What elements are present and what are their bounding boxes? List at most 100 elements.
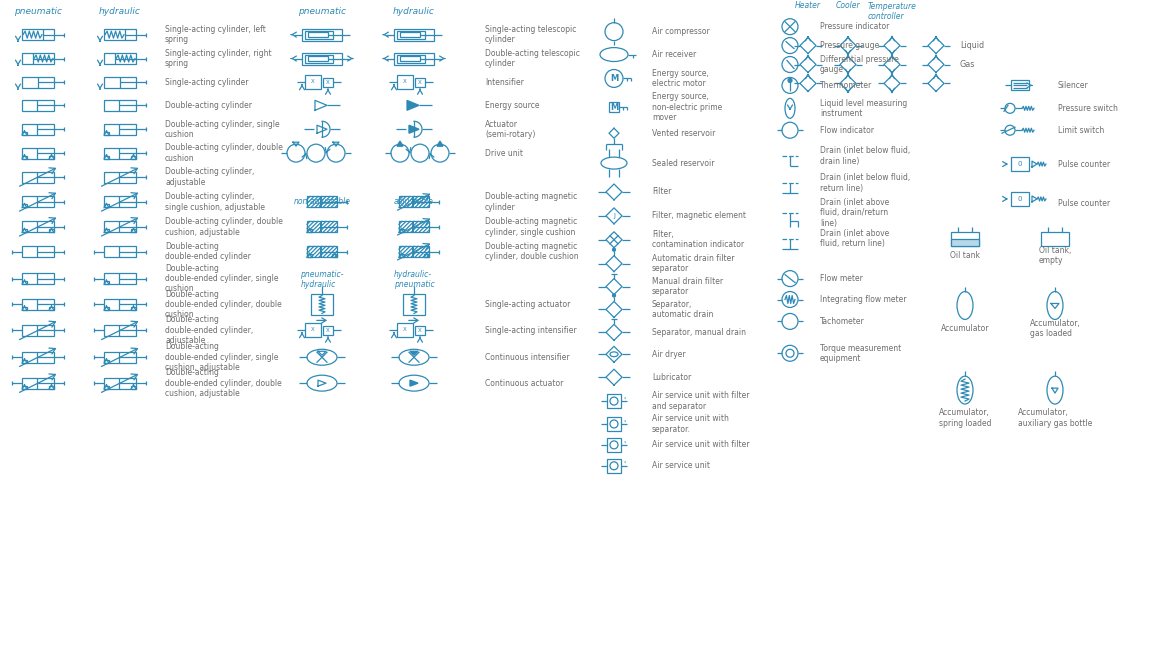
Text: X: X (326, 80, 330, 85)
Bar (104, 325, 136, 336)
Text: Thermometer: Thermometer (820, 81, 872, 90)
Text: J: J (613, 213, 615, 219)
Bar (307, 246, 337, 257)
Bar (22, 281, 26, 284)
Text: ': ' (623, 462, 625, 470)
Bar (22, 171, 54, 183)
Text: Intensifier: Intensifier (485, 78, 524, 87)
Bar (49, 385, 54, 389)
Bar (131, 156, 136, 158)
Bar (104, 29, 136, 40)
Bar (302, 53, 342, 65)
Bar (49, 156, 54, 158)
Text: ': ' (623, 396, 625, 406)
Bar (1011, 192, 1029, 206)
Bar (311, 293, 333, 316)
Bar (22, 378, 54, 389)
Circle shape (788, 78, 792, 82)
Text: Energy source: Energy source (485, 101, 540, 110)
Text: pneumatic-
hydraulic: pneumatic- hydraulic (300, 270, 344, 289)
Bar (22, 325, 54, 336)
Circle shape (612, 248, 616, 251)
Text: hydraulic: hydraulic (99, 7, 140, 16)
Bar (399, 254, 404, 257)
Text: Actuator
(semi-rotary): Actuator (semi-rotary) (485, 119, 535, 139)
Text: Continuous intensifier: Continuous intensifier (485, 353, 570, 362)
Text: Drain (inlet above
fluid, return line): Drain (inlet above fluid, return line) (820, 229, 890, 248)
Text: ': ' (623, 440, 625, 449)
Bar (22, 352, 54, 363)
Bar (22, 77, 54, 88)
Text: X: X (418, 80, 422, 85)
Text: pneumatic: pneumatic (14, 7, 62, 16)
Text: Double-acting cylinder: Double-acting cylinder (165, 101, 252, 110)
Text: Energy source,
non-electric prime
mover: Energy source, non-electric prime mover (651, 93, 722, 122)
Bar (394, 53, 434, 65)
Bar (609, 102, 619, 112)
Bar (399, 196, 429, 207)
Bar (22, 230, 26, 232)
Bar (308, 56, 328, 61)
Text: Air service unit: Air service unit (651, 462, 710, 470)
Bar (307, 221, 337, 232)
Circle shape (612, 294, 616, 297)
Bar (307, 196, 337, 207)
Text: Air dryer: Air dryer (651, 349, 686, 359)
Text: Oil tank: Oil tank (950, 251, 980, 260)
Bar (305, 76, 321, 89)
Bar (104, 124, 136, 135)
Bar (22, 299, 54, 310)
Text: Liquid: Liquid (960, 41, 984, 50)
Bar (22, 360, 26, 363)
Bar (22, 205, 26, 207)
Bar (323, 326, 333, 335)
Bar (22, 221, 54, 232)
Text: Differential pressure
gauge: Differential pressure gauge (820, 55, 899, 74)
Bar (401, 32, 420, 37)
Bar (399, 246, 429, 257)
Bar (131, 230, 136, 232)
Bar (331, 254, 337, 257)
Bar (397, 31, 425, 38)
Polygon shape (407, 100, 419, 110)
Text: X: X (403, 79, 406, 84)
Bar (22, 29, 54, 40)
Text: pneumatic: pneumatic (298, 7, 346, 16)
Text: Pressure gauge: Pressure gauge (820, 41, 879, 50)
Text: X: X (311, 79, 315, 84)
Text: Single-acting intensifier: Single-acting intensifier (485, 326, 577, 335)
Text: X: X (311, 327, 315, 332)
Bar (424, 254, 429, 257)
Bar (305, 31, 333, 38)
Text: Drain (inlet below fluid,
return line): Drain (inlet below fluid, return line) (820, 173, 910, 193)
Text: Filter, magnetic element: Filter, magnetic element (651, 211, 746, 220)
Text: Continuous actuator: Continuous actuator (485, 379, 563, 388)
Text: Manual drain filter
separator: Manual drain filter separator (651, 277, 723, 296)
Bar (416, 326, 425, 335)
Text: M: M (610, 103, 618, 112)
Text: Double-acting
double-ended cylinder, double
cushion: Double-acting double-ended cylinder, dou… (165, 289, 282, 319)
Text: Air service unit with filter
and separator: Air service unit with filter and separat… (651, 391, 749, 411)
Text: Double-acting
double-ended cylinder, single
cushion, adjustable: Double-acting double-ended cylinder, sin… (165, 342, 279, 372)
Bar (49, 307, 54, 310)
Text: M: M (610, 74, 618, 83)
Text: Double-acting cylinder,
adjustable: Double-acting cylinder, adjustable (165, 168, 254, 186)
Text: ': ' (623, 419, 625, 428)
Bar (104, 299, 136, 310)
Text: Lubricator: Lubricator (651, 373, 692, 381)
Bar (22, 307, 26, 310)
Polygon shape (437, 141, 443, 146)
Text: adjustable: adjustable (394, 198, 434, 207)
Bar (22, 385, 26, 389)
Bar (104, 385, 109, 389)
Text: hydraulic-
pneumatic: hydraulic- pneumatic (394, 270, 434, 289)
Text: X: X (418, 328, 422, 333)
Bar (131, 385, 136, 389)
Text: Double-acting cylinder, double
cushion, adjustable: Double-acting cylinder, double cushion, … (165, 217, 283, 237)
Bar (399, 230, 404, 232)
Bar (104, 246, 136, 257)
Text: Pulse counter: Pulse counter (1058, 200, 1110, 209)
Bar (22, 124, 54, 135)
Bar (104, 100, 136, 111)
Bar (607, 394, 622, 408)
